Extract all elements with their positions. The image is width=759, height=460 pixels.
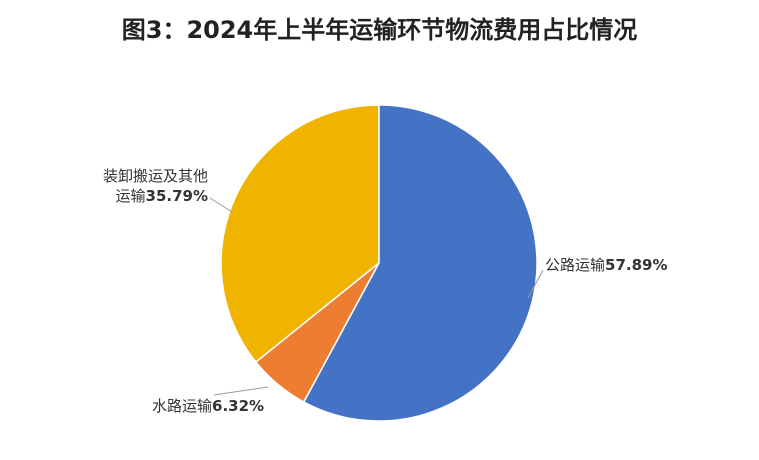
leader-line: [209, 197, 233, 213]
slice-value: 35.79%: [145, 187, 208, 205]
leader-line: [213, 386, 269, 396]
slice-label: 装卸搬运及其他运输35.79%: [96, 166, 208, 206]
slice-label: 公路运输57.89%: [545, 255, 668, 275]
slice-name: 装卸搬运及其他运输: [102, 167, 208, 205]
slice-label: 水路运输6.32%: [152, 396, 264, 416]
chart-title: 图3：2024年上半年运输环节物流费用占比情况: [121, 16, 638, 44]
slice-name: 水路运输: [152, 397, 213, 415]
slice-value: 6.32%: [212, 397, 265, 415]
slice-value: 57.89%: [605, 256, 668, 274]
pie-slice: [302, 104, 538, 422]
slice-name: 公路运输: [545, 256, 606, 274]
pie-slice: [220, 104, 380, 364]
leader-line: [527, 269, 544, 299]
